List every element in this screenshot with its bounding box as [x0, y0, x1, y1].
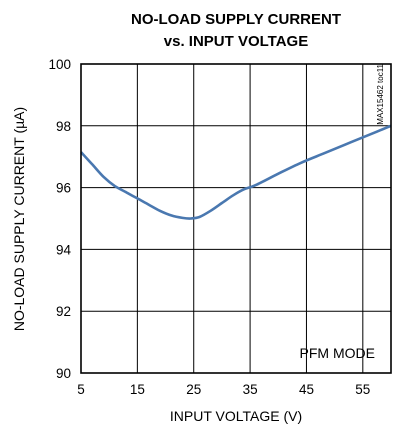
x-tick-label: 25	[186, 382, 201, 397]
x-axis-label: INPUT VOLTAGE (V)	[170, 408, 302, 424]
y-tick-label: 98	[56, 119, 71, 134]
y-tick-label: 94	[56, 242, 72, 257]
plot-frame	[80, 63, 392, 374]
grid-lines	[80, 63, 391, 374]
x-tick-label: 45	[299, 382, 314, 397]
y-tick-label: 92	[56, 304, 71, 319]
x-tick-labels: 5 15 25 35 45 55	[77, 382, 370, 397]
chart-title-line2: vs. INPUT VOLTAGE	[164, 33, 308, 50]
y-tick-label: 96	[56, 181, 71, 196]
y-axis-label: NO-LOAD SUPPLY CURRENT (µA)	[11, 107, 27, 331]
y-tick-label: 90	[56, 366, 71, 381]
x-tick-label: 15	[130, 382, 145, 397]
x-tick-label: 35	[243, 382, 258, 397]
x-tick-label: 5	[77, 382, 85, 397]
chart-title-line1: NO-LOAD SUPPLY CURRENT	[131, 11, 341, 28]
figure-code: MAX15462 toc11	[376, 63, 385, 124]
series-line	[80, 124, 392, 220]
y-tick-label: 100	[48, 57, 71, 72]
x-tick-label: 55	[355, 382, 370, 397]
pfm-mode-annotation: PFM MODE	[300, 345, 375, 361]
y-tick-labels: 90 92 94 96 98 100	[48, 57, 71, 381]
